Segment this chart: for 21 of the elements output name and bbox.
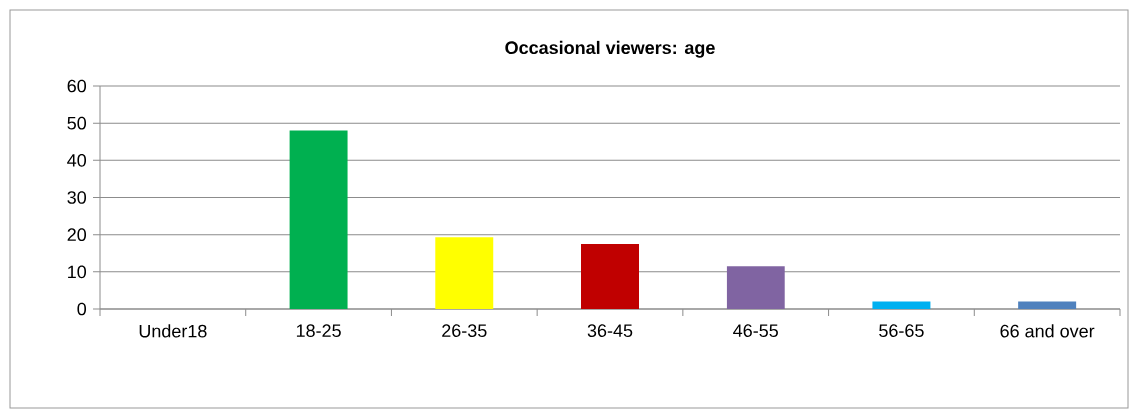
x-tick-label: Under18 (139, 324, 207, 338)
x-tick-label: 26-35 (442, 324, 487, 337)
bar (289, 130, 348, 309)
y-tick-label: 20 (67, 228, 87, 242)
y-tick-label: 10 (68, 265, 87, 279)
x-tick-label: 46-55 (733, 324, 778, 337)
x-tick-label: 18-25 (296, 324, 341, 337)
bar (581, 243, 639, 309)
bar (435, 237, 494, 309)
x-tick-label: 36-45 (587, 324, 633, 337)
y-tick-label: 50 (67, 116, 87, 130)
y-tick-label: 30 (67, 191, 87, 204)
bar (872, 301, 931, 309)
bar (726, 266, 785, 309)
x-tick-label: 56-65 (879, 324, 924, 337)
chart-title: Occasional viewers: age (505, 40, 715, 58)
y-tick-label: 60 (67, 79, 87, 93)
y-tick-label: 0 (77, 302, 87, 316)
x-tick-label: 66 and over (1000, 324, 1095, 338)
y-tick-label: 40 (67, 153, 87, 167)
bar (1018, 301, 1077, 309)
